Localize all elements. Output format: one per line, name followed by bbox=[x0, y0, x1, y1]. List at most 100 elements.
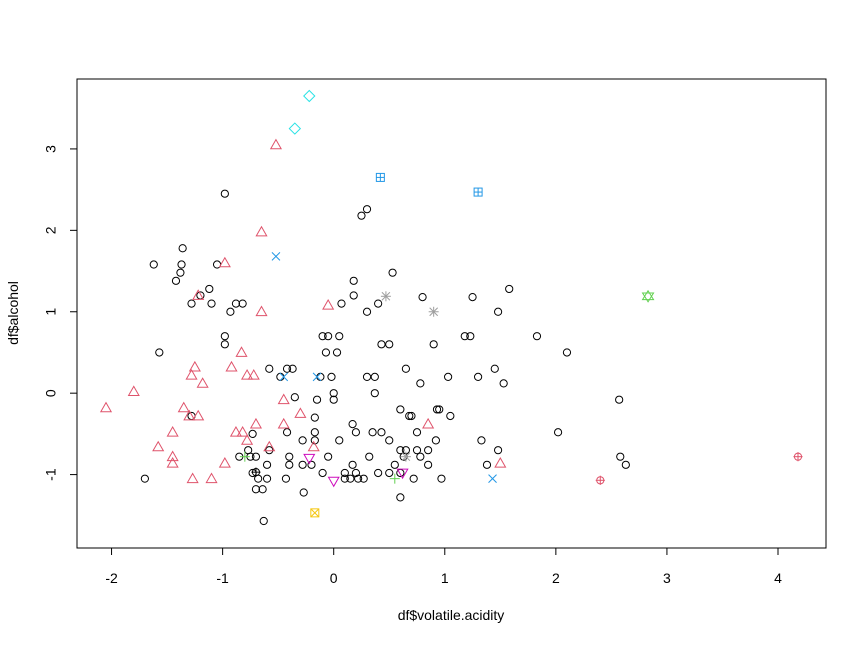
data-point bbox=[263, 440, 276, 452]
data-point bbox=[244, 446, 253, 455]
y-tick-label: 3 bbox=[43, 145, 59, 153]
data-point bbox=[307, 440, 320, 452]
data-point bbox=[488, 474, 497, 484]
data-point bbox=[416, 452, 425, 461]
data-point bbox=[307, 460, 316, 469]
data-point bbox=[329, 389, 338, 398]
data-point bbox=[316, 372, 325, 381]
data-point bbox=[241, 434, 254, 445]
data-point bbox=[362, 372, 372, 381]
data-point bbox=[380, 291, 391, 302]
data-point bbox=[499, 379, 508, 388]
data-point bbox=[374, 468, 383, 478]
data-point bbox=[187, 299, 196, 308]
data-point bbox=[177, 401, 190, 413]
y-tick-label: -1 bbox=[43, 468, 59, 481]
data-point bbox=[595, 475, 605, 485]
data-point bbox=[340, 474, 349, 483]
data-point bbox=[493, 446, 503, 455]
data-point bbox=[368, 428, 377, 437]
data-point bbox=[152, 440, 165, 452]
data-point bbox=[225, 360, 238, 372]
y-tick-label: 0 bbox=[43, 389, 59, 397]
data-point bbox=[490, 364, 499, 373]
data-point bbox=[239, 451, 250, 462]
data-point bbox=[235, 346, 248, 357]
data-point bbox=[409, 474, 418, 483]
data-point bbox=[335, 436, 344, 445]
data-point bbox=[351, 428, 361, 437]
y-axis: -1 0 1 2 3 bbox=[43, 145, 78, 481]
data-point bbox=[437, 474, 446, 483]
data-point bbox=[99, 401, 113, 413]
data-point bbox=[365, 452, 374, 461]
data-point bbox=[218, 256, 231, 268]
data-point bbox=[493, 307, 503, 316]
data-point bbox=[377, 428, 386, 437]
data-point bbox=[418, 293, 427, 302]
data-point bbox=[335, 332, 344, 341]
data-point bbox=[431, 436, 440, 445]
data-point bbox=[265, 364, 274, 373]
data-point bbox=[277, 393, 290, 405]
data-point bbox=[238, 299, 247, 308]
data-point bbox=[262, 474, 272, 483]
data-point bbox=[396, 446, 405, 455]
data-point bbox=[166, 456, 179, 468]
y-axis-title: df$alcohol bbox=[5, 281, 21, 345]
data-point bbox=[324, 332, 333, 341]
data-point bbox=[460, 332, 469, 341]
data-point bbox=[277, 417, 290, 429]
data-point bbox=[248, 429, 257, 438]
data-point bbox=[255, 225, 268, 237]
data-point bbox=[241, 369, 254, 380]
data-point bbox=[177, 260, 186, 269]
data-point bbox=[375, 172, 385, 182]
data-point bbox=[396, 468, 409, 480]
data-point bbox=[377, 340, 386, 349]
data-point bbox=[310, 413, 319, 422]
data-point bbox=[322, 299, 335, 310]
data-point bbox=[282, 428, 292, 437]
data-point bbox=[303, 89, 316, 103]
data-point bbox=[285, 452, 294, 461]
data-point bbox=[444, 372, 453, 381]
data-point bbox=[205, 472, 218, 484]
data-point bbox=[553, 428, 563, 437]
data-point bbox=[412, 446, 422, 455]
data-point bbox=[155, 348, 164, 357]
data-point bbox=[424, 446, 433, 455]
data-point bbox=[422, 417, 435, 429]
data-point bbox=[474, 372, 483, 381]
data-point bbox=[354, 474, 363, 483]
data-point bbox=[262, 460, 272, 469]
data-point bbox=[416, 379, 425, 388]
data-point bbox=[482, 460, 492, 469]
data-point bbox=[318, 332, 327, 341]
data-point bbox=[396, 493, 405, 502]
data-point bbox=[276, 372, 285, 381]
data-point bbox=[348, 420, 357, 429]
data-point bbox=[388, 268, 397, 277]
data-point bbox=[793, 452, 803, 462]
data-point bbox=[298, 460, 307, 469]
data-point bbox=[185, 369, 198, 380]
data-point bbox=[329, 395, 338, 404]
data-point bbox=[220, 189, 229, 198]
x-tick-label: 0 bbox=[330, 570, 338, 586]
data-point bbox=[473, 187, 483, 197]
data-point bbox=[432, 405, 442, 414]
data-point bbox=[207, 299, 216, 308]
data-point bbox=[641, 289, 655, 303]
data-point bbox=[171, 276, 181, 285]
data-point bbox=[249, 417, 263, 429]
data-point bbox=[337, 299, 346, 308]
data-point bbox=[166, 426, 179, 437]
data-point bbox=[279, 372, 289, 382]
data-point bbox=[321, 348, 331, 357]
data-point bbox=[327, 372, 336, 381]
data-point bbox=[424, 460, 433, 469]
data-point bbox=[236, 426, 249, 437]
data-point bbox=[389, 473, 400, 484]
